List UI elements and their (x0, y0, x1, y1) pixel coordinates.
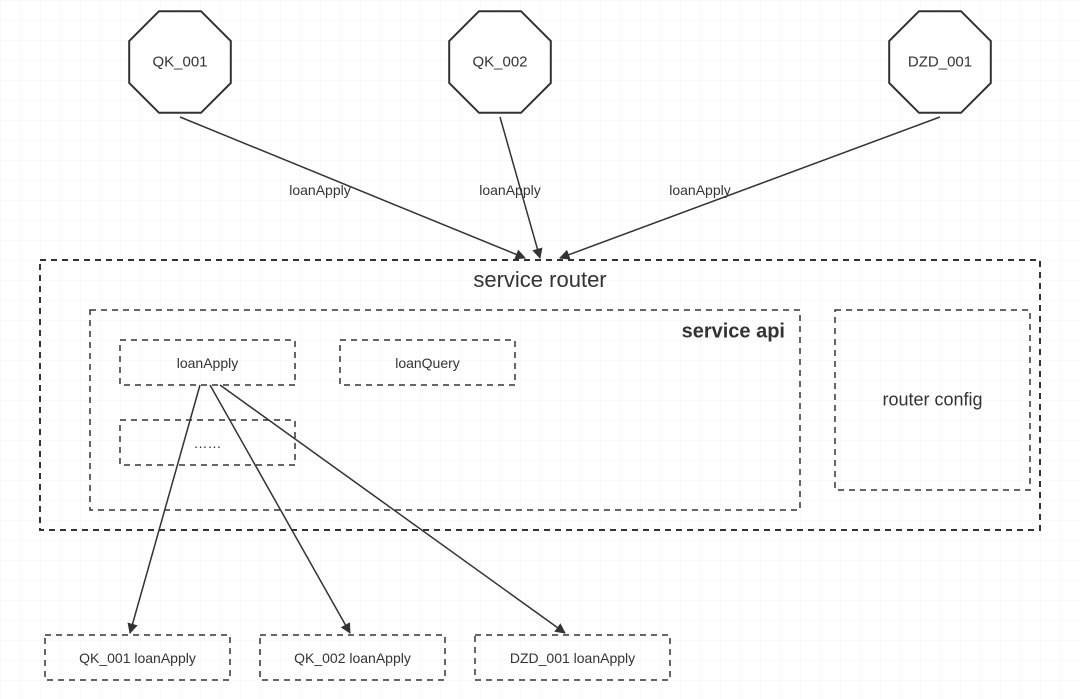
label-ellipsisBox: …… (194, 435, 222, 451)
edge-loanApply_to_out2 (210, 385, 350, 633)
label-out1: QK_001 loanApply (79, 650, 196, 666)
grid-layer (0, 0, 1080, 699)
diagram-canvas: QK_001 QK_002 DZD_001service router service… (0, 0, 1080, 699)
edge-layer (0, 0, 1080, 699)
edge-label-oct2_bottom: loanApply (479, 182, 541, 198)
title-router: service router (473, 267, 606, 293)
edge-loanApply_to_out3 (220, 385, 565, 633)
label-loanApplyBox: loanApply (177, 355, 239, 371)
edge-loanApply_to_out1 (130, 385, 200, 633)
shape-layer (0, 0, 1080, 699)
edge-label-oct1_bottom: loanApply (289, 182, 351, 198)
title-api: service api (682, 321, 785, 344)
title-routercfg: router config (882, 390, 982, 411)
label-loanQueryBox: loanQuery (395, 355, 460, 371)
octagon-label-oct3: DZD_001 (908, 54, 972, 71)
label-out2: QK_002 loanApply (294, 650, 411, 666)
label-out3: DZD_001 loanApply (510, 650, 635, 666)
octagon-label-oct2: QK_002 (472, 54, 527, 71)
edge-label-oct3_bottom: loanApply (669, 182, 731, 198)
edge-oct1_bottom (180, 117, 525, 258)
octagon-label-oct1: QK_001 (152, 54, 207, 71)
edge-oct3_bottom (560, 117, 940, 258)
